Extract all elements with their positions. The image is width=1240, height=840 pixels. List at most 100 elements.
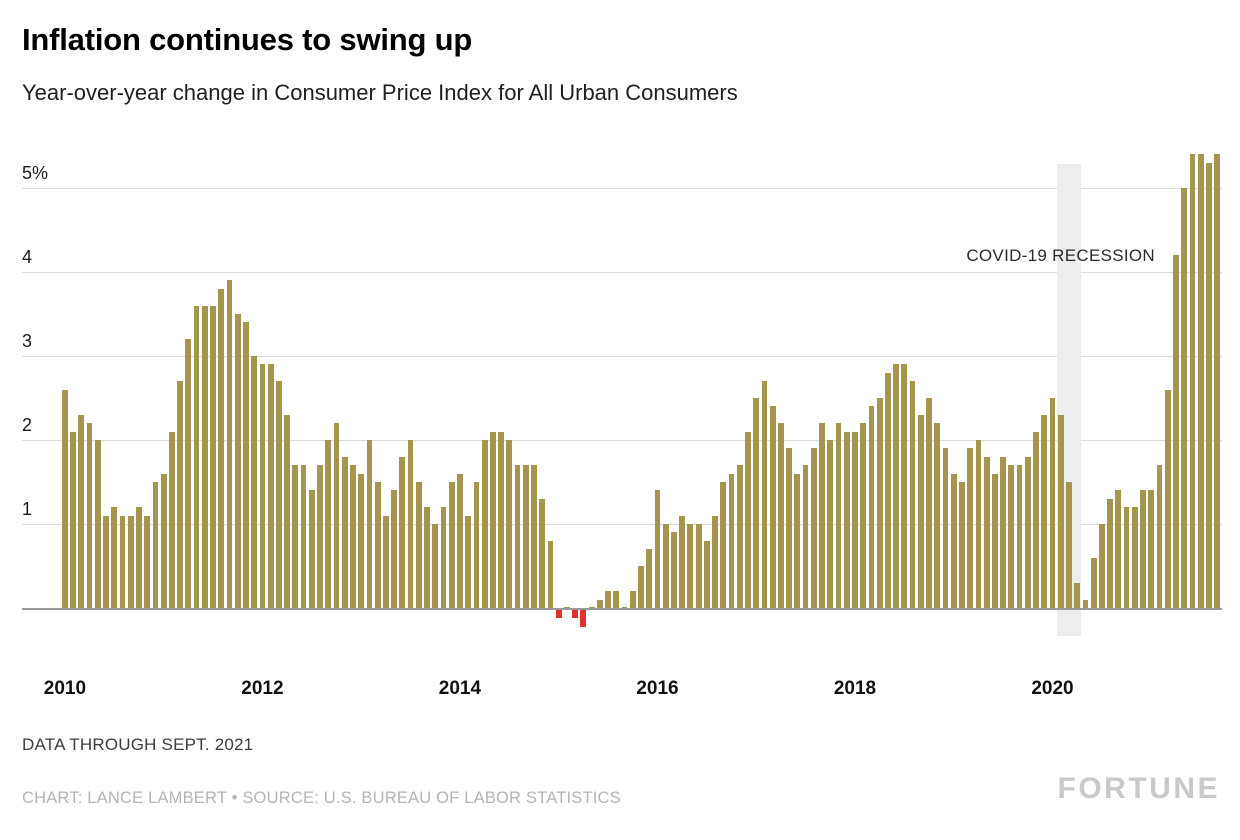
bar-2019-08 (1008, 465, 1015, 608)
bar-2010-09 (127, 516, 134, 608)
bar-2014-04 (481, 440, 488, 608)
x-axis-label-2016: 2016 (636, 678, 679, 699)
bar-2011-08 (218, 289, 225, 608)
bar-2017-11 (835, 423, 842, 608)
bar-2019-06 (991, 474, 998, 608)
bar-2021-05 (1181, 188, 1188, 608)
y-axis-label-2: 2 (22, 415, 33, 435)
bar-2012-07 (308, 490, 315, 608)
bar-2020-01 (1049, 398, 1056, 608)
bar-2021-07 (1197, 154, 1204, 608)
bar-2021-03 (1164, 390, 1171, 608)
gridline-5 (22, 188, 1222, 189)
bar-2021-02 (1156, 465, 1163, 608)
bar-2013-06 (399, 457, 406, 608)
bar-2011-10 (234, 314, 241, 608)
bar-2016-04 (679, 516, 686, 608)
bar-2015-08 (613, 591, 620, 608)
bar-2017-05 (786, 448, 793, 608)
bar-2016-08 (712, 516, 718, 608)
bar-2020-07 (1098, 524, 1105, 608)
bar-2010-03 (78, 415, 85, 608)
x-axis-label-2014: 2014 (438, 678, 482, 699)
bar-2010-11 (144, 516, 151, 608)
bar-2018-06 (893, 364, 900, 608)
bar-2010-06 (103, 516, 109, 608)
bar-2020-05 (1082, 600, 1089, 608)
bar-2011-01 (160, 474, 167, 608)
gridline-1 (22, 524, 1222, 525)
bar-2015-02 (564, 607, 570, 608)
bar-2012-02 (267, 364, 274, 608)
bar-2014-05 (489, 432, 496, 608)
bar-2016-02 (662, 524, 669, 608)
bar-2012-11 (341, 457, 348, 608)
bar-2015-04 (580, 610, 587, 627)
bar-2017-07 (802, 465, 809, 608)
bar-2011-03 (177, 381, 184, 608)
bar-2017-02 (761, 381, 768, 608)
bar-2018-10 (926, 398, 932, 608)
bar-2014-02 (465, 516, 472, 608)
bar-2018-11 (934, 423, 941, 608)
bar-2010-10 (136, 507, 142, 608)
bar-2014-07 (506, 440, 513, 608)
bar-2019-03 (967, 448, 974, 608)
bar-2016-11 (736, 465, 743, 608)
y-axis-label-3: 3 (22, 331, 33, 351)
bar-2015-05 (588, 607, 595, 608)
bar-2013-11 (440, 507, 447, 608)
bar-2015-10 (629, 591, 636, 608)
x-axis-label-2012: 2012 (241, 678, 284, 699)
bar-2021-06 (1189, 154, 1196, 608)
bar-2012-10 (333, 423, 340, 608)
bar-2015-09 (621, 607, 628, 608)
bar-2015-01 (555, 610, 562, 618)
gridline-2 (22, 440, 1222, 441)
gridline-4 (22, 272, 1222, 273)
page-subtitle: Year-over-year change in Consumer Price … (22, 80, 738, 105)
bar-2014-12 (547, 541, 554, 608)
bar-2013-12 (448, 482, 455, 608)
fortune-logo: FORTUNE (1057, 772, 1220, 805)
bar-2011-05 (193, 306, 200, 608)
bar-2010-12 (152, 482, 159, 608)
bar-2014-10 (531, 465, 537, 608)
bar-2016-07 (703, 541, 710, 608)
bar-2020-09 (1115, 490, 1122, 608)
bar-2018-09 (917, 415, 924, 608)
bar-2016-05 (687, 524, 694, 608)
y-axis-label-1: 1 (22, 499, 33, 519)
bar-2020-08 (1107, 499, 1113, 608)
bar-2016-09 (720, 482, 727, 608)
bar-2012-08 (317, 465, 323, 608)
bar-2016-06 (695, 524, 702, 608)
chart-source-credit: CHART: LANCE LAMBERT • SOURCE: U.S. BURE… (22, 789, 621, 807)
bar-2017-01 (753, 398, 760, 608)
bar-2013-07 (407, 440, 414, 608)
bar-2018-05 (885, 373, 891, 608)
bar-2010-05 (94, 440, 101, 608)
bar-2012-01 (259, 364, 266, 608)
bar-2020-02 (1057, 415, 1064, 608)
bar-2017-04 (778, 423, 784, 608)
page-title: Inflation continues to swing up (22, 22, 473, 57)
bar-2016-12 (745, 432, 751, 608)
bar-2015-07 (605, 591, 611, 608)
bar-2011-09 (226, 280, 233, 608)
bar-2019-09 (1016, 465, 1023, 608)
bar-2013-01 (358, 474, 365, 608)
bar-2018-03 (868, 406, 875, 608)
zero-baseline (22, 608, 1222, 610)
bar-2018-01 (852, 432, 858, 608)
bar-2016-03 (671, 532, 677, 608)
bar-2012-04 (284, 415, 290, 608)
bar-2012-06 (300, 465, 307, 608)
y-axis-label-4: 4 (22, 247, 33, 267)
bar-2012-05 (292, 465, 299, 608)
bar-2013-03 (374, 482, 381, 608)
bar-2011-02 (168, 432, 175, 608)
bar-2013-02 (366, 440, 373, 608)
bar-2011-07 (210, 306, 216, 608)
bar-2017-09 (819, 423, 825, 608)
